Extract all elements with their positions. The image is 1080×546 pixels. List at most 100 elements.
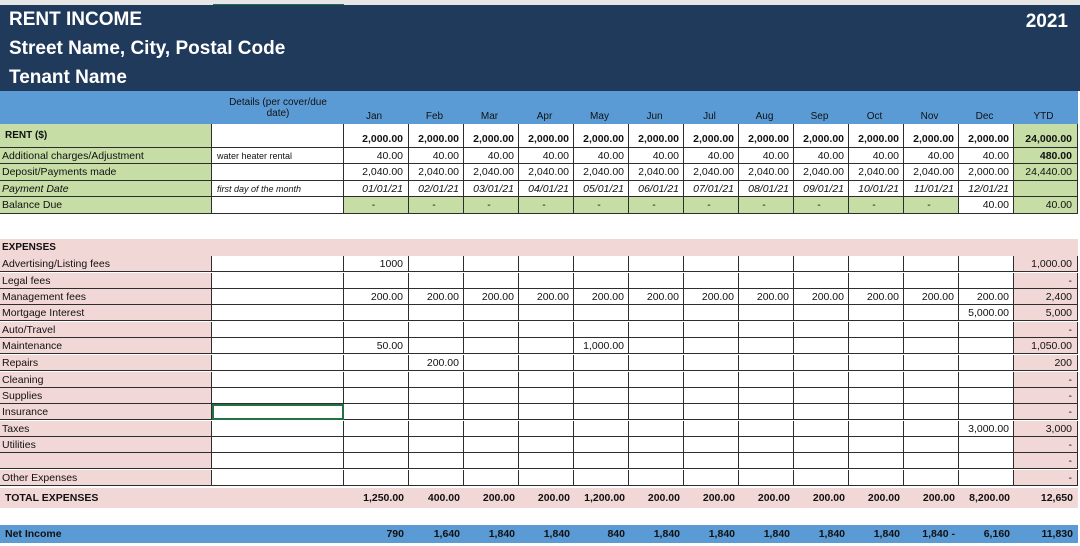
expense-maintenance-feb[interactable] <box>409 338 464 354</box>
expense-auto-travel-jun[interactable] <box>629 322 684 338</box>
expense-management-fees-jun[interactable]: 200.00 <box>629 289 684 305</box>
expense-management-fees-may[interactable]: 200.00 <box>574 289 629 305</box>
expense-taxes-dec[interactable]: 3,000.00 <box>959 421 1014 437</box>
balance-ytd[interactable]: 40.00 <box>1014 197 1078 214</box>
net-income-may[interactable]: 840 <box>607 528 625 540</box>
expense-mortgage-interest-label[interactable]: Mortgage Interest <box>0 305 212 321</box>
expense-other-expenses-jul[interactable] <box>684 470 739 486</box>
expense-supplies-label[interactable]: Supplies <box>0 388 212 404</box>
expense-supplies-jun[interactable] <box>629 388 684 404</box>
expense-advertising-listing-fees-feb[interactable] <box>409 256 464 272</box>
expense-blank-jul[interactable] <box>684 453 739 469</box>
expense-taxes-label[interactable]: Taxes <box>0 421 212 437</box>
expense-other-expenses-sep[interactable] <box>794 470 849 486</box>
expense-advertising-listing-fees-sep[interactable] <box>794 256 849 272</box>
expense-maintenance-label[interactable]: Maintenance <box>0 338 212 354</box>
expense-cleaning-dec[interactable] <box>959 372 1014 388</box>
expense-utilities-jun[interactable] <box>629 437 684 453</box>
expense-other-expenses-oct[interactable] <box>849 470 904 486</box>
total-expenses-jan[interactable]: 1,250.00 <box>363 492 404 504</box>
payment-date-detail[interactable]: first day of the month <box>212 181 344 197</box>
expense-utilities-ytd[interactable]: - <box>1014 437 1078 453</box>
expense-supplies-jan[interactable] <box>344 388 409 404</box>
expense-utilities-mar[interactable] <box>464 437 519 453</box>
total-expenses-dec[interactable]: 8,200.00 <box>969 492 1010 504</box>
expense-maintenance-oct[interactable] <box>849 338 904 354</box>
expense-mortgage-interest-jul[interactable] <box>684 305 739 321</box>
expense-blank-detail[interactable] <box>212 453 344 469</box>
deposit-mar[interactable]: 2,040.00 <box>464 164 519 181</box>
payment-date-dec[interactable]: 12/01/21 <box>959 181 1014 197</box>
expense-other-expenses-mar[interactable] <box>464 470 519 486</box>
balance-oct[interactable]: - <box>849 197 904 214</box>
expense-utilities-aug[interactable] <box>739 437 794 453</box>
balance-jan[interactable]: - <box>344 197 409 214</box>
total-expenses-oct[interactable]: 200.00 <box>867 492 900 504</box>
expense-other-expenses-may[interactable] <box>574 470 629 486</box>
total-expenses-nov[interactable]: 200.00 <box>922 492 955 504</box>
expense-auto-travel-label[interactable]: Auto/Travel <box>0 322 212 338</box>
expense-management-fees-detail[interactable] <box>212 289 344 305</box>
expense-advertising-listing-fees-nov[interactable] <box>904 256 959 272</box>
total-expenses-mar[interactable]: 200.00 <box>482 492 515 504</box>
net-income-dec[interactable]: 6,160 <box>983 528 1010 540</box>
expense-legal-fees-oct[interactable] <box>849 273 904 289</box>
rent-feb[interactable]: 2,000.00 <box>409 124 464 148</box>
expense-insurance-oct[interactable] <box>849 404 904 420</box>
expense-blank-jun[interactable] <box>629 453 684 469</box>
deposit-feb[interactable]: 2,040.00 <box>409 164 464 181</box>
expense-other-expenses-jun[interactable] <box>629 470 684 486</box>
expense-mortgage-interest-mar[interactable] <box>464 305 519 321</box>
payment-date-aug[interactable]: 08/01/21 <box>739 181 794 197</box>
net-income-nov[interactable]: 1,840 - <box>922 528 955 540</box>
total-expenses-jul[interactable]: 200.00 <box>702 492 735 504</box>
expense-taxes-sep[interactable] <box>794 421 849 437</box>
total-expenses-detail[interactable] <box>212 488 344 508</box>
expense-auto-travel-nov[interactable] <box>904 322 959 338</box>
balance-feb[interactable]: - <box>409 197 464 214</box>
balance-label[interactable]: Balance Due <box>0 197 212 214</box>
spreadsheet-grid[interactable]: Details (per cover/due date) Jan Feb Mar Apr M… <box>0 91 1078 546</box>
expense-repairs-jul[interactable] <box>684 355 739 371</box>
expense-maintenance-aug[interactable] <box>739 338 794 354</box>
expense-supplies-apr[interactable] <box>519 388 574 404</box>
rent-detail[interactable] <box>212 124 344 148</box>
payment-date-feb[interactable]: 02/01/21 <box>409 181 464 197</box>
deposit-oct[interactable]: 2,040.00 <box>849 164 904 181</box>
expense-management-fees-mar[interactable]: 200.00 <box>464 289 519 305</box>
expense-utilities-jul[interactable] <box>684 437 739 453</box>
payment-date-ytd[interactable] <box>1014 181 1078 197</box>
rent-label[interactable]: RENT ($) <box>0 124 212 148</box>
expense-blank-sep[interactable] <box>794 453 849 469</box>
additional-label[interactable]: Additional charges/Adjustment <box>0 148 212 164</box>
expense-mortgage-interest-may[interactable] <box>574 305 629 321</box>
payment-date-mar[interactable]: 03/01/21 <box>464 181 519 197</box>
net-income-jul[interactable]: 1,840 <box>708 528 735 540</box>
expense-cleaning-jan[interactable] <box>344 372 409 388</box>
expense-management-fees-nov[interactable]: 200.00 <box>904 289 959 305</box>
expense-repairs-ytd[interactable]: 200 <box>1014 355 1078 371</box>
expense-legal-fees-detail[interactable] <box>212 273 344 289</box>
expense-auto-travel-detail[interactable] <box>212 322 344 338</box>
expense-maintenance-jul[interactable] <box>684 338 739 354</box>
expense-taxes-oct[interactable] <box>849 421 904 437</box>
net-income-jan[interactable]: 790 <box>386 528 404 540</box>
additional-jun[interactable]: 40.00 <box>629 148 684 164</box>
expense-repairs-jun[interactable] <box>629 355 684 371</box>
balance-mar[interactable]: - <box>464 197 519 214</box>
expense-management-fees-jul[interactable]: 200.00 <box>684 289 739 305</box>
rent-oct[interactable]: 2,000.00 <box>849 124 904 148</box>
additional-detail[interactable]: water heater rental <box>212 148 344 164</box>
total-expenses-jun[interactable]: 200.00 <box>647 492 680 504</box>
expense-auto-travel-may[interactable] <box>574 322 629 338</box>
expense-taxes-apr[interactable] <box>519 421 574 437</box>
expense-repairs-jan[interactable] <box>344 355 409 371</box>
expense-taxes-feb[interactable] <box>409 421 464 437</box>
additional-apr[interactable]: 40.00 <box>519 148 574 164</box>
expense-legal-fees-apr[interactable] <box>519 273 574 289</box>
expense-taxes-jan[interactable] <box>344 421 409 437</box>
net-income-label[interactable]: Net Income <box>5 528 62 540</box>
expense-mortgage-interest-aug[interactable] <box>739 305 794 321</box>
deposit-jul[interactable]: 2,040.00 <box>684 164 739 181</box>
expense-maintenance-jun[interactable] <box>629 338 684 354</box>
